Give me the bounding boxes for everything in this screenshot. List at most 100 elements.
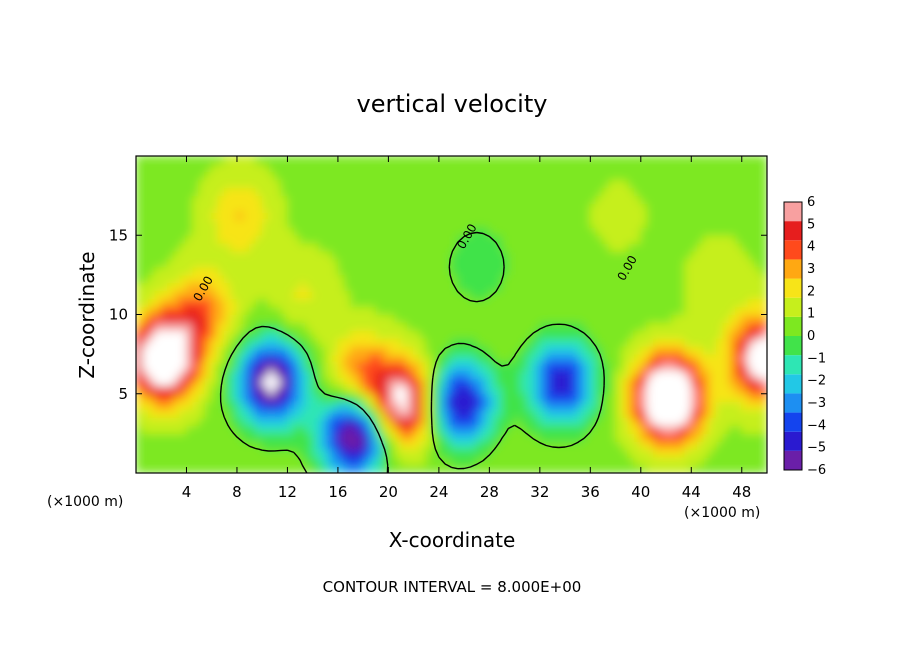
heatmap-cell (602, 179, 610, 189)
heatmap-cell (368, 448, 377, 458)
heatmap-cell (753, 274, 762, 284)
heatmap-cell (268, 163, 276, 173)
heatmap-cell (236, 401, 244, 411)
heatmap-cell (716, 329, 724, 339)
heatmap-cell (192, 401, 200, 411)
heatmap-cell (703, 353, 711, 363)
heatmap-cell (368, 329, 377, 339)
heatmap-cell (469, 456, 478, 466)
heatmap-cell (312, 226, 320, 236)
heatmap-cell (514, 448, 522, 458)
heatmap-cell (255, 234, 263, 244)
heatmap-cell (242, 385, 251, 395)
heatmap-cell (293, 409, 301, 419)
heatmap-cell (425, 195, 434, 205)
heatmap-cell (154, 456, 162, 466)
heatmap-cell (564, 353, 572, 363)
heatmap-cell (375, 361, 383, 371)
heatmap-cell (261, 417, 270, 426)
heatmap-cell (596, 329, 604, 339)
heatmap-cell (551, 385, 560, 395)
heatmap-cell (678, 218, 686, 228)
heatmap-cell (501, 163, 509, 173)
heatmap-cell (223, 369, 232, 379)
heatmap-cell (141, 306, 150, 315)
heatmap-cell (652, 250, 661, 260)
heatmap-cell (173, 385, 181, 395)
heatmap-cell (734, 329, 743, 339)
heatmap-cell (242, 424, 251, 434)
heatmap-cell (533, 250, 541, 260)
heatmap-cell (589, 464, 598, 473)
heatmap-cell (286, 179, 295, 189)
heatmap-cell (148, 163, 156, 173)
heatmap-cell (596, 345, 604, 355)
heatmap-cell (343, 210, 352, 220)
heatmap-cell (438, 163, 446, 173)
heatmap-cell (211, 448, 219, 458)
heatmap-cell (646, 258, 654, 268)
heatmap-cell (331, 321, 339, 331)
heatmap-cell (381, 306, 389, 315)
heatmap-cell (255, 393, 263, 403)
heatmap-cell (394, 345, 402, 355)
heatmap-cell (526, 298, 535, 308)
heatmap-cell (350, 353, 358, 363)
heatmap-cell (167, 203, 175, 212)
heatmap-cell (242, 218, 251, 228)
heatmap-cell (690, 321, 699, 331)
heatmap-cell (268, 250, 276, 260)
heatmap-cell (337, 156, 345, 165)
heatmap-cell (501, 464, 509, 473)
heatmap-cell (539, 314, 547, 323)
heatmap-cell (425, 409, 434, 419)
heatmap-cell (160, 448, 169, 458)
heatmap-cell (722, 187, 730, 197)
heatmap-cell (488, 345, 497, 355)
heatmap-cell (261, 195, 270, 205)
heatmap-cell (551, 282, 560, 292)
heatmap-cell (217, 409, 225, 419)
heatmap-cell (400, 156, 408, 165)
heatmap-cell (728, 156, 736, 165)
heatmap-cell (324, 417, 333, 426)
heatmap-cell (381, 156, 389, 165)
heatmap-cell (678, 171, 686, 181)
heatmap-cell (230, 179, 238, 189)
heatmap-cell (760, 242, 767, 252)
heatmap-cell (621, 409, 629, 419)
heatmap-cell (400, 361, 408, 371)
heatmap-cell (400, 417, 408, 426)
heatmap-cell (255, 298, 263, 308)
heatmap-cell (646, 456, 654, 466)
heatmap-cell (615, 385, 623, 395)
heatmap-cell (343, 353, 352, 363)
heatmap-cell (741, 282, 749, 292)
heatmap-cell (255, 266, 263, 276)
heatmap-cell (716, 226, 724, 236)
heatmap-cell (432, 250, 440, 260)
heatmap-cell (368, 218, 377, 228)
heatmap-cell (160, 266, 169, 276)
heatmap-cell (141, 226, 150, 236)
heatmap-cell (741, 321, 749, 331)
heatmap-cell (596, 163, 604, 173)
heatmap-cell (381, 385, 389, 395)
heatmap-cell (671, 218, 680, 228)
heatmap-cell (469, 432, 478, 442)
heatmap-cell (753, 440, 762, 450)
heatmap-cell (368, 210, 377, 220)
heatmap-cell (362, 218, 370, 228)
heatmap-cell (167, 163, 175, 173)
heatmap-cell (621, 290, 629, 300)
heatmap-cell (665, 203, 673, 212)
heatmap-cell (400, 218, 408, 228)
heatmap-cell (596, 210, 604, 220)
heatmap-cell (621, 203, 629, 212)
heatmap-cell (274, 210, 282, 220)
heatmap-cell (507, 218, 516, 228)
heatmap-cell (368, 195, 377, 205)
heatmap-cell (136, 290, 143, 300)
heatmap-cell (419, 195, 427, 205)
heatmap-cell (255, 417, 263, 426)
